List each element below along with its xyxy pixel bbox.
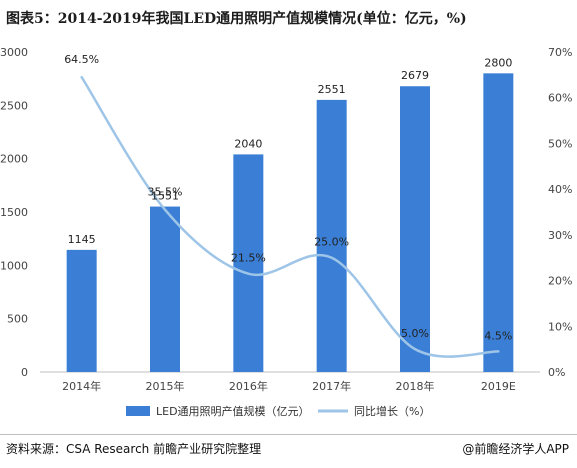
bar bbox=[400, 86, 430, 373]
bar bbox=[150, 206, 180, 372]
y-left-tick-label: 1000 bbox=[0, 259, 28, 272]
bar bbox=[483, 73, 514, 372]
growth-point-label: 64.5% bbox=[64, 53, 99, 66]
bar-value-label: 2040 bbox=[234, 137, 262, 150]
legend-label-bar: LED通用照明产值规模（亿元） bbox=[156, 404, 310, 418]
axes: 0 500 1000 1500 2000 2500 3000 0% 10% 20% 30% 40% 50… bbox=[0, 46, 572, 393]
bar bbox=[316, 99, 347, 372]
footer-divider bbox=[0, 434, 577, 435]
y-left-tick-label: 0 bbox=[21, 366, 28, 379]
growth-line-layer bbox=[80, 75, 500, 358]
x-tick-label: 2015年 bbox=[146, 379, 185, 393]
bar bbox=[233, 154, 264, 372]
y-right-tick-label: 50% bbox=[548, 137, 572, 150]
bar-value-label: 2800 bbox=[484, 56, 512, 69]
chart-title: 图表5：2014-2019年我国LED通用照明产值规模情况(单位：亿元，%) bbox=[6, 11, 467, 27]
bar-value-label: 1551 bbox=[151, 190, 179, 203]
x-tick-label: 2014年 bbox=[62, 379, 101, 393]
growth-point-label: 21.5% bbox=[231, 252, 266, 265]
legend-label-line: 同比增长（%） bbox=[354, 404, 430, 418]
y-left-tick-label: 2500 bbox=[0, 99, 28, 112]
bar-value-label: 2551 bbox=[318, 83, 346, 96]
y-right-tick-label: 0% bbox=[548, 366, 565, 379]
bar-value-label: 1145 bbox=[68, 233, 96, 246]
growth-point-label: 25.0% bbox=[314, 236, 349, 249]
y-left-tick-label: 3000 bbox=[0, 46, 28, 59]
growth-point-label: 5.0% bbox=[401, 327, 429, 340]
bar bbox=[66, 249, 97, 372]
source-note: 资料来源：CSA Research 前瞻产业研究院整理 bbox=[6, 442, 262, 456]
growth-point-label: 35.5% bbox=[148, 186, 183, 199]
data-labels: 1145 1551 2040 2551 2679 2800 64.5% 35.5% 21.5% 2… bbox=[64, 53, 512, 342]
growth-line bbox=[80, 75, 500, 358]
y-left-tick-label: 500 bbox=[7, 313, 28, 326]
chart: 0 500 1000 1500 2000 2500 3000 0% 10% 20% 30% 40% 50… bbox=[0, 46, 572, 418]
bar-value-label: 2679 bbox=[401, 69, 429, 82]
y-right-tick-label: 70% bbox=[548, 46, 572, 59]
x-tick-label: 2018年 bbox=[396, 379, 435, 393]
y-right-tick-label: 40% bbox=[548, 183, 572, 196]
x-tick-label: 2016年 bbox=[229, 379, 268, 393]
y-right-tick-label: 30% bbox=[548, 229, 572, 242]
x-tick-label: 2017年 bbox=[312, 379, 351, 393]
y-left-tick-label: 2000 bbox=[0, 153, 28, 166]
y-right-tick-label: 20% bbox=[548, 275, 572, 288]
y-left-tick-label: 1500 bbox=[0, 206, 28, 219]
credit-note: @前瞻经济学人APP bbox=[462, 442, 569, 456]
legend-swatch-bar bbox=[126, 406, 150, 416]
growth-point-label: 4.5% bbox=[484, 329, 512, 342]
y-right-tick-label: 10% bbox=[548, 320, 572, 333]
y-right-tick-label: 60% bbox=[548, 92, 572, 105]
x-tick-label: 2019E bbox=[481, 380, 516, 393]
legend: LED通用照明产值规模（亿元） 同比增长（%） bbox=[126, 404, 430, 418]
bars bbox=[66, 73, 514, 373]
